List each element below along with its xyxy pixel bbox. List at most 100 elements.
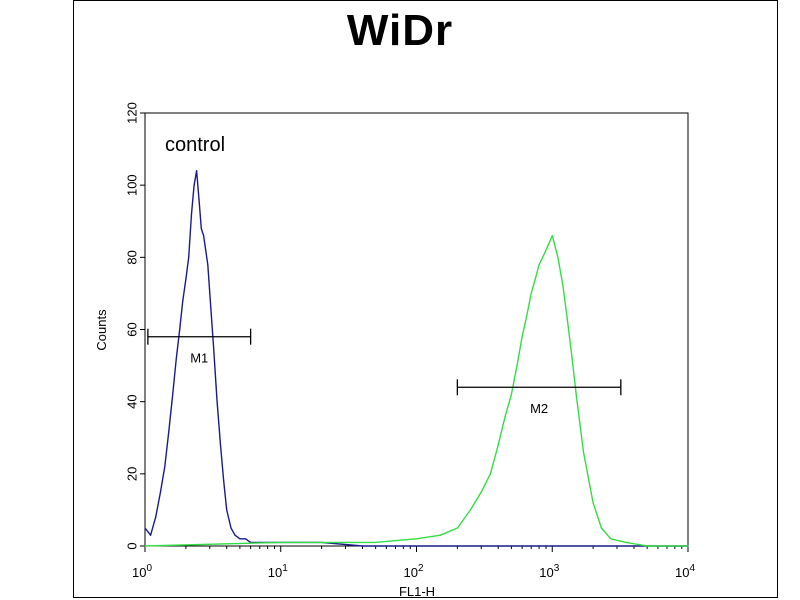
series-point xyxy=(497,444,499,446)
series-point xyxy=(548,242,550,244)
series-layer xyxy=(144,170,689,547)
x-axis: 100 101 102 103 104 xyxy=(132,546,695,580)
series-point xyxy=(575,393,577,396)
series-point xyxy=(213,346,215,349)
x-tick-base: 10 xyxy=(539,565,553,580)
y-tick-label: 40 xyxy=(124,394,139,408)
series-point xyxy=(592,502,594,504)
series-point xyxy=(551,235,553,237)
chart-title: WiDr xyxy=(346,6,454,55)
series-point xyxy=(516,365,518,367)
series-point xyxy=(216,401,218,403)
series-point xyxy=(179,328,181,331)
series-point xyxy=(188,256,190,258)
series-point xyxy=(582,451,585,453)
series-point xyxy=(223,480,225,482)
series-point xyxy=(526,314,528,316)
series-point xyxy=(571,357,573,359)
series-point xyxy=(489,473,491,475)
series-point xyxy=(646,545,648,547)
series-point xyxy=(239,538,241,540)
y-tick-label: 20 xyxy=(124,467,139,481)
series-point xyxy=(600,527,603,529)
x-tick-label: 101 xyxy=(268,563,288,580)
series-point xyxy=(510,393,512,396)
series-point xyxy=(193,184,195,186)
series-point xyxy=(439,534,441,536)
series-point xyxy=(567,321,569,323)
x-tick-label: 100 xyxy=(132,563,152,580)
series-point xyxy=(456,527,458,529)
series-point xyxy=(625,541,627,544)
series-point xyxy=(150,534,152,536)
series-point xyxy=(200,227,202,230)
x-tick-exponent: 1 xyxy=(282,563,288,574)
series-point xyxy=(144,527,146,529)
x-tick-label: 102 xyxy=(403,563,423,580)
x-axis-title: FL1-H xyxy=(399,584,435,599)
series-point xyxy=(361,545,364,547)
series-point xyxy=(439,545,441,547)
series-point xyxy=(172,393,174,396)
series-point xyxy=(244,538,247,540)
series-point xyxy=(557,256,559,258)
series-point xyxy=(185,278,187,280)
series-point xyxy=(198,199,200,201)
series-line-1 xyxy=(144,170,688,547)
series-line-2 xyxy=(144,235,688,547)
x-tick-exponent: 4 xyxy=(689,563,695,574)
series-point xyxy=(164,466,166,468)
figure-frame xyxy=(73,0,778,598)
series-point xyxy=(226,509,228,511)
series-point xyxy=(159,491,162,493)
plot-area xyxy=(144,112,689,547)
x-tick-base: 10 xyxy=(268,565,282,580)
series-point xyxy=(538,264,540,266)
series-point xyxy=(480,545,482,547)
series-point xyxy=(545,249,547,251)
series-point xyxy=(610,538,612,540)
x-tick-base: 10 xyxy=(132,565,146,580)
series-point xyxy=(542,256,544,258)
series-point xyxy=(551,545,553,547)
marker-label-m1: M1 xyxy=(190,351,208,366)
y-tick-label: 120 xyxy=(124,102,139,124)
series-point xyxy=(530,292,532,294)
x-tick-exponent: 2 xyxy=(418,563,424,574)
x-tick-label: 103 xyxy=(539,563,559,580)
marker-layer: M1 M2 xyxy=(147,328,622,416)
series-point xyxy=(234,534,236,536)
y-axis: 0 20 40 60 80 100 120 xyxy=(124,102,145,550)
x-tick-exponent: 3 xyxy=(554,563,560,574)
series-point xyxy=(375,541,377,544)
series-point xyxy=(521,336,523,338)
series-point xyxy=(168,429,170,432)
control-annotation: control xyxy=(165,134,225,156)
series-point xyxy=(219,444,222,446)
series-point xyxy=(480,491,482,493)
series-point xyxy=(469,509,472,511)
series-point xyxy=(415,538,418,540)
series-point xyxy=(205,249,207,251)
marker-label-m2: M2 xyxy=(530,401,548,416)
y-tick-label: 60 xyxy=(124,322,139,336)
series-point xyxy=(209,292,211,294)
y-tick-label: 80 xyxy=(124,250,139,264)
series-point xyxy=(562,285,564,287)
x-tick-base: 10 xyxy=(675,565,689,580)
x-tick-label: 104 xyxy=(675,563,695,580)
x-tick-base: 10 xyxy=(403,565,417,580)
series-point xyxy=(504,415,506,417)
series-point xyxy=(155,516,157,518)
series-point xyxy=(203,235,205,237)
series-point xyxy=(534,278,536,280)
x-tick-exponent: 0 xyxy=(146,563,152,574)
series-point xyxy=(207,264,209,266)
series-point xyxy=(182,300,184,302)
series-point xyxy=(687,545,689,547)
series-point xyxy=(280,541,282,544)
series-point xyxy=(144,545,146,547)
series-point xyxy=(196,170,198,172)
y-axis-title: Counts xyxy=(94,309,109,351)
